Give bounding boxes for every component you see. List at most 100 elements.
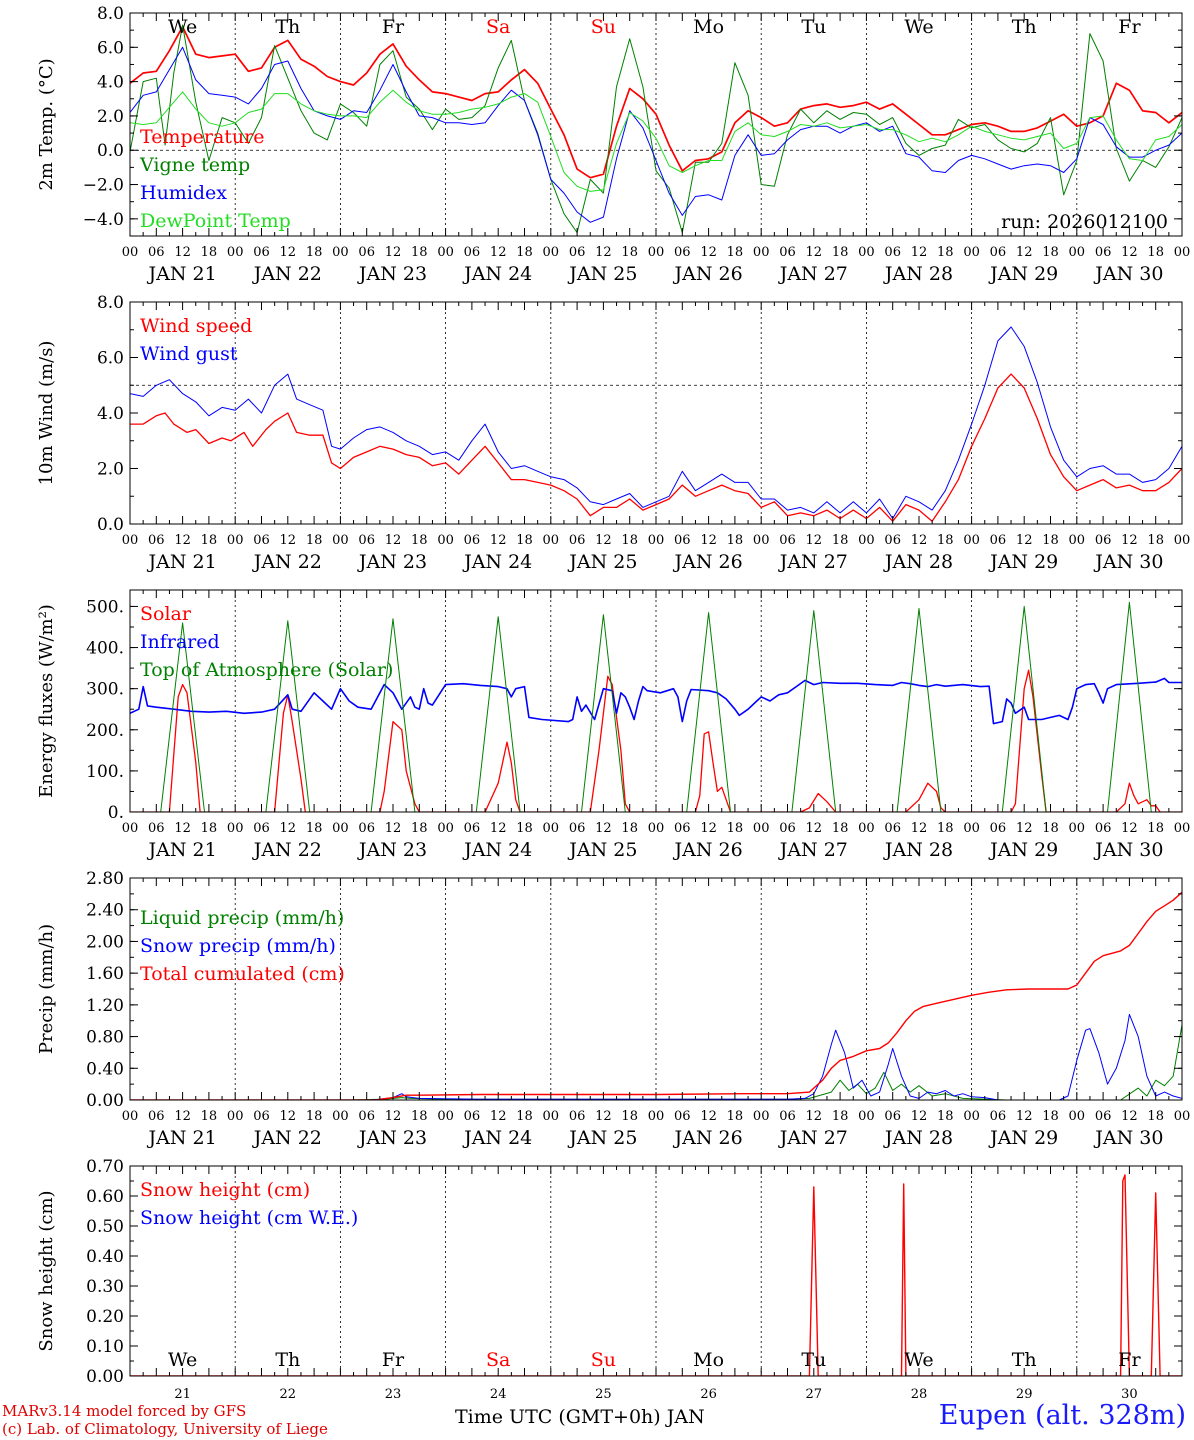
- y-tick-label: 2.80: [86, 869, 124, 889]
- hour-tick-label: 06: [884, 821, 901, 836]
- date-label: JAN 22: [252, 263, 322, 285]
- date-label: JAN 25: [567, 1127, 637, 1149]
- hour-tick-label: 00: [753, 1109, 770, 1124]
- y-tick-label: −2.0: [83, 176, 124, 196]
- y-axis-label: Precip (mm/h): [36, 924, 57, 1054]
- legend-entry: DewPoint Temp: [140, 210, 291, 232]
- date-label: JAN 27: [778, 263, 848, 285]
- y-tick-label: 500.: [86, 597, 124, 617]
- series-liquid-precip-mm-h: [130, 1024, 1182, 1100]
- date-label: JAN 25: [567, 551, 637, 573]
- weekday-label: Th: [275, 16, 300, 38]
- hour-tick-label: 06: [1095, 1109, 1112, 1124]
- series-group: [130, 24, 1182, 234]
- hour-tick-label: 12: [490, 1109, 507, 1124]
- hour-tick-label: 00: [437, 821, 454, 836]
- hour-tick-label: 06: [358, 245, 375, 260]
- hour-tick-label: 12: [1016, 533, 1033, 548]
- hour-tick-label: 00: [543, 533, 560, 548]
- hour-tick-label: 12: [174, 245, 191, 260]
- weekday-label: We: [168, 16, 197, 38]
- hour-tick-label: 12: [700, 245, 717, 260]
- panel-snow: 0.70 0.60 0.50 0.40 0.30 0.20 0.10 0.00 Snow hei…: [36, 1157, 1183, 1387]
- series-wind-gust: [130, 326, 1182, 519]
- hour-tick-label: 00: [963, 245, 980, 260]
- hour-tick-label: 18: [306, 245, 323, 260]
- y-tick-label: 6.0: [97, 38, 124, 58]
- y-tick-label: 0.50: [86, 1217, 124, 1237]
- date-label: JAN 30: [1093, 263, 1163, 285]
- date-label: JAN 21: [147, 263, 217, 285]
- weekday-label: Th: [1012, 16, 1037, 38]
- hour-tick-label: 06: [990, 245, 1007, 260]
- y-tick-label: 0.: [108, 803, 124, 823]
- hour-tick-label: 18: [411, 533, 428, 548]
- y-tick-label: 0.80: [86, 1028, 124, 1048]
- date-label: JAN 29: [988, 263, 1058, 285]
- hour-tick-label: 12: [911, 533, 928, 548]
- hour-tick-label: 18: [832, 1109, 849, 1124]
- hour-tick-label: 00: [753, 821, 770, 836]
- hour-tick-label: 06: [358, 533, 375, 548]
- hour-tick-label: 12: [911, 1109, 928, 1124]
- hour-tick-label: 06: [674, 533, 691, 548]
- y-tick-label: 2.0: [97, 460, 124, 480]
- hour-tick-label: 12: [806, 1109, 823, 1124]
- hour-tick-label: 06: [990, 533, 1007, 548]
- hour-tick-label: 12: [1121, 245, 1138, 260]
- hour-tick-label: 12: [1121, 1109, 1138, 1124]
- hour-tick-label: 06: [1095, 821, 1112, 836]
- hour-tick-label: 00: [122, 533, 139, 548]
- date-label: JAN 28: [883, 551, 953, 573]
- hour-tick-label: 00: [648, 821, 665, 836]
- series-solar: [130, 669, 1182, 812]
- series-snow-precip-mm-h: [130, 1013, 1182, 1100]
- hour-tick-label: 00: [1174, 821, 1191, 836]
- hour-tick-label: 00: [332, 1109, 349, 1124]
- hour-tick-label: 00: [858, 1109, 875, 1124]
- run-label: run: 2026012100: [1001, 211, 1168, 233]
- weekday-label: Fr: [1118, 1349, 1141, 1371]
- hour-tick-label: 18: [832, 533, 849, 548]
- y-tick-label: −4.0: [83, 210, 124, 230]
- date-label: JAN 23: [357, 839, 427, 861]
- hour-tick-label: 12: [385, 245, 402, 260]
- date-label: JAN 30: [1093, 1127, 1163, 1149]
- date-label: JAN 28: [883, 1127, 953, 1149]
- date-label: JAN 22: [252, 839, 322, 861]
- panel-precip: 2.80 2.40 2.00 1.60 1.20 0.80 0.40 0.00 Precip (…: [36, 869, 1190, 1149]
- panel-energy: 500. 400. 300. 200. 100. 0. Energy fluxes (W/m…: [36, 589, 1191, 861]
- hour-tick-label: 06: [674, 821, 691, 836]
- hour-tick-label: 18: [727, 533, 744, 548]
- model-credit: MARv3.14 model forced by GFS: [2, 1402, 247, 1420]
- legend-entry: Top of Atmosphere (Solar): [140, 659, 393, 681]
- hour-tick-label: 18: [1042, 533, 1059, 548]
- day-number: 30: [1121, 1387, 1138, 1402]
- y-tick-label: 0.00: [86, 1091, 124, 1111]
- hour-tick-label: 06: [674, 245, 691, 260]
- hour-tick-label: 12: [595, 245, 612, 260]
- hour-tick-label: 12: [806, 533, 823, 548]
- hour-tick-label: 00: [648, 1109, 665, 1124]
- date-label: JAN 29: [988, 551, 1058, 573]
- y-tick-label: 2.00: [86, 932, 124, 952]
- weekday-label: Fr: [382, 1349, 405, 1371]
- hour-tick-label: 18: [516, 1109, 533, 1124]
- legend-entry: Liquid precip (mm/h): [140, 907, 344, 929]
- date-label: JAN 30: [1093, 551, 1163, 573]
- hour-tick-label: 06: [464, 245, 481, 260]
- weekday-label: Mo: [693, 1349, 724, 1371]
- date-label: JAN 28: [883, 263, 953, 285]
- hour-tick-label: 06: [884, 245, 901, 260]
- x-axis-title: Time UTC (GMT+0h) JAN: [455, 1406, 705, 1428]
- hour-tick-label: 18: [621, 1109, 638, 1124]
- legend-entry: Vigne temp: [139, 154, 250, 176]
- hour-tick-label: 00: [332, 245, 349, 260]
- hour-tick-label: 00: [963, 533, 980, 548]
- date-label: JAN 21: [147, 839, 217, 861]
- hour-tick-label: 06: [990, 821, 1007, 836]
- hour-tick-label: 18: [201, 1109, 218, 1124]
- hour-tick-label: 06: [148, 245, 165, 260]
- hour-tick-label: 18: [201, 245, 218, 260]
